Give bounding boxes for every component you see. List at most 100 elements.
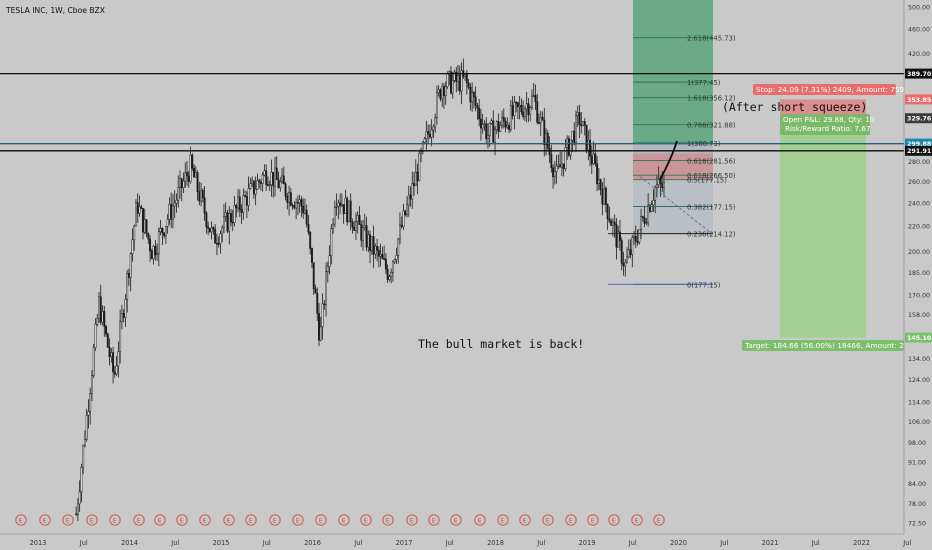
candle-body	[105, 326, 107, 335]
earnings-marker[interactable]: E	[587, 514, 599, 526]
price-axis[interactable]: 500.00460.00420.00390.00329.76299.88291.…	[903, 0, 932, 534]
short-squeeze-annotation[interactable]: (After short squeeze)	[722, 100, 867, 114]
earnings-marker[interactable]: E	[199, 514, 211, 526]
bull-market-annotation[interactable]: The bull market is back!	[418, 337, 584, 351]
candle-body	[458, 74, 461, 92]
earnings-marker[interactable]: E	[154, 514, 166, 526]
candle-body	[381, 254, 384, 259]
earnings-circle	[360, 514, 372, 526]
earnings-marker[interactable]: E	[15, 514, 27, 526]
earnings-letter: E	[410, 518, 414, 525]
earnings-marker[interactable]: E	[542, 514, 554, 526]
time-axis[interactable]: 2013 Jul 2014 Jul 2015 Jul 2016 Jul 2017 Jul 2018 J…	[0, 533, 932, 550]
candle-body	[622, 263, 625, 267]
stop-label[interactable]: Stop: 24.09 (7.31%) 2409, Amount: 759.1	[753, 84, 912, 95]
candle-body	[546, 133, 549, 149]
candle-body	[527, 103, 530, 115]
earnings-marker[interactable]: E	[86, 514, 98, 526]
earnings-circle	[428, 514, 440, 526]
earnings-marker[interactable]: E	[223, 514, 235, 526]
candle-body	[293, 205, 296, 209]
candle-body	[610, 220, 613, 226]
candle-body	[340, 204, 343, 206]
candle-body	[170, 203, 173, 220]
earnings-marker[interactable]: E	[109, 514, 121, 526]
candle-body	[652, 200, 655, 206]
candle-body	[390, 272, 393, 277]
candle-body	[127, 273, 130, 278]
earnings-marker[interactable]: E	[269, 514, 281, 526]
price-badge-bg	[905, 68, 932, 79]
price-badge-label: 353.85	[907, 97, 931, 104]
fib-level-label: 1.618(356.12)	[687, 95, 736, 103]
earnings-marker[interactable]: E	[62, 514, 74, 526]
candle-body	[240, 209, 243, 213]
fib-level-label: 0(177.15)	[687, 281, 721, 289]
earnings-marker[interactable]: E	[245, 514, 257, 526]
candle-body	[444, 86, 447, 97]
candle-body	[316, 292, 319, 314]
price-badge-bg	[905, 138, 932, 149]
earnings-marker[interactable]: E	[360, 514, 372, 526]
earnings-letter: E	[364, 518, 368, 525]
candle-body	[149, 238, 151, 252]
candle-body	[117, 351, 120, 367]
candle-body	[476, 105, 479, 109]
earnings-marker[interactable]: E	[497, 514, 509, 526]
earnings-marker[interactable]: E	[292, 514, 304, 526]
target-label[interactable]: Target: 184.66 (56.00%) 18466, Amount: 2…	[742, 340, 925, 351]
earnings-marker[interactable]: E	[608, 514, 620, 526]
earnings-marker[interactable]: E	[176, 514, 188, 526]
earnings-marker[interactable]: E	[315, 514, 327, 526]
earnings-circle	[176, 514, 188, 526]
earnings-circle	[133, 514, 145, 526]
time-tick-label: 2020	[670, 539, 687, 547]
candle-body	[265, 170, 268, 185]
earnings-marker[interactable]: E	[450, 514, 462, 526]
candle-body	[194, 172, 197, 178]
earnings-circle	[608, 514, 620, 526]
earnings-marker[interactable]: E	[338, 514, 350, 526]
position-tool[interactable]	[633, 0, 866, 338]
candle-body	[288, 192, 291, 203]
earnings-marker[interactable]: E	[133, 514, 145, 526]
earnings-marker[interactable]: E	[406, 514, 418, 526]
earnings-marker[interactable]: E	[382, 514, 394, 526]
time-tick-label: Jul	[79, 539, 88, 547]
time-tick-label: Jul	[536, 539, 545, 547]
horizontal-levels	[0, 72, 904, 152]
candle-body	[536, 101, 539, 123]
earnings-marker[interactable]: E	[565, 514, 577, 526]
candle-body	[177, 187, 180, 201]
candle-body	[663, 181, 665, 188]
candle-body	[611, 221, 614, 226]
earnings-marker[interactable]: E	[39, 514, 51, 526]
target-zone-lower	[780, 118, 866, 338]
candle-body	[152, 245, 155, 260]
candle-body	[129, 253, 132, 278]
earnings-marker[interactable]: E	[631, 514, 643, 526]
target-label-text: Target: 184.66 (56.00%) 18466, Amount: 2…	[744, 341, 925, 350]
time-tick-label: 2016	[304, 539, 321, 547]
candle-body	[465, 74, 468, 84]
candle-body	[508, 125, 511, 130]
candle-body	[531, 95, 533, 108]
candle-body	[377, 249, 380, 257]
price-tick-label: 158.00	[908, 312, 930, 319]
candle-body	[142, 208, 144, 233]
candle-body	[179, 178, 181, 188]
fibonacci-tool[interactable]: 2.618(445.73) 1(377.45) 1.618(356.12) 0.786…	[608, 35, 736, 290]
candle-body	[441, 86, 444, 100]
earnings-marker[interactable]: E	[653, 514, 665, 526]
candle-body	[478, 107, 481, 120]
fib-level-label: 0.5(177.15)	[687, 177, 727, 185]
earnings-marker[interactable]: E	[428, 514, 440, 526]
earnings-marker[interactable]: E	[474, 514, 486, 526]
earnings-marker[interactable]: E	[519, 514, 531, 526]
time-axis-bg	[0, 534, 932, 550]
drawn-arrow-curve[interactable]	[659, 140, 678, 181]
candle-body	[96, 318, 99, 325]
